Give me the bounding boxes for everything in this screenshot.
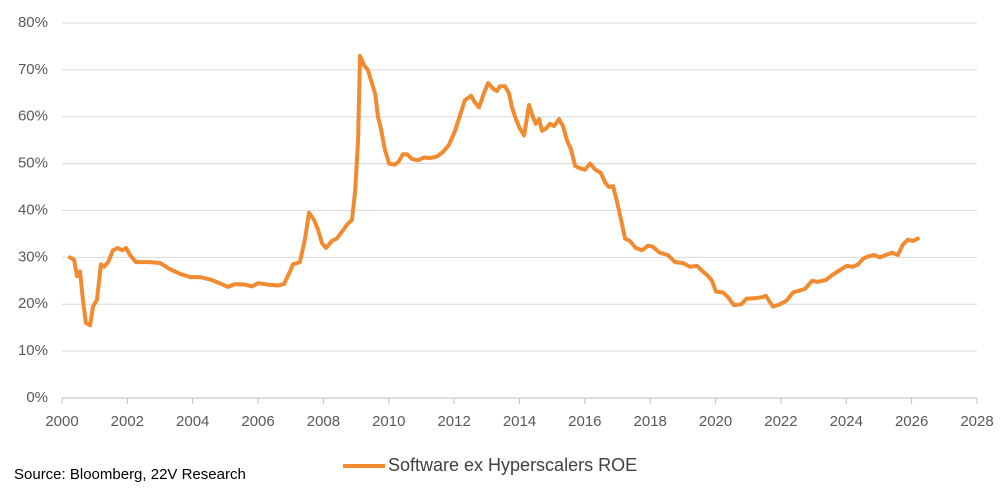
x-tick-label: 2010 (372, 413, 405, 430)
x-tick-label: 2026 (895, 413, 928, 430)
x-tick-label: 2006 (241, 413, 274, 430)
y-tick-label: 20% (18, 295, 48, 312)
source-note: Source: Bloomberg, 22V Research (14, 466, 246, 483)
y-tick-label: 10% (18, 342, 48, 359)
y-tick-label: 60% (18, 108, 48, 125)
x-tick-label: 2008 (307, 413, 340, 430)
x-tick-label: 2016 (568, 413, 601, 430)
y-tick-label: 0% (26, 389, 48, 406)
y-tick-label: 30% (18, 248, 48, 265)
y-tick-label: 70% (18, 61, 48, 78)
x-tick-label: 2012 (437, 413, 470, 430)
x-tick-label: 2002 (111, 413, 144, 430)
x-tick-label: 2004 (176, 413, 209, 430)
x-tick-label: 2018 (634, 413, 667, 430)
y-tick-label: 40% (18, 201, 48, 218)
x-tick-label: 2028 (960, 413, 993, 430)
legend-label: Software ex Hyperscalers ROE (388, 455, 637, 475)
x-tick-label: 2020 (699, 413, 732, 430)
x-tick-label: 2024 (830, 413, 863, 430)
y-tick-label: 80% (18, 14, 48, 31)
x-tick-label: 2014 (503, 413, 536, 430)
data-line (67, 53, 920, 328)
x-tick-label: 2022 (764, 413, 797, 430)
x-tick-label: 2000 (45, 413, 78, 430)
y-tick-label: 50% (18, 155, 48, 172)
